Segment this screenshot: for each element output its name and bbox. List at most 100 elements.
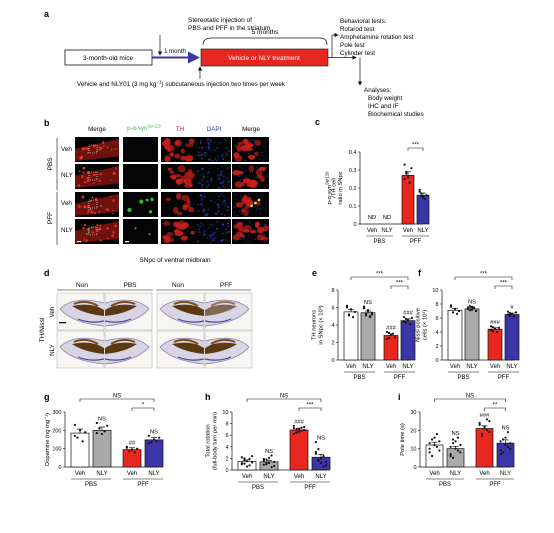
data-point — [483, 427, 486, 430]
data-point — [273, 464, 276, 468]
data-point — [489, 325, 493, 328]
panel-d-stain-label: TH/Nissl — [39, 317, 46, 342]
group-label: PFF — [137, 482, 149, 488]
start-label: 3-month-old mice — [83, 55, 134, 62]
brain-section — [204, 292, 253, 331]
category-label: NLY — [417, 228, 428, 234]
data-point — [451, 438, 455, 441]
data-point — [404, 317, 408, 320]
data-point — [347, 314, 351, 317]
micrograph-cell — [123, 164, 158, 189]
data-point — [155, 440, 158, 443]
data-point — [297, 427, 301, 430]
bar — [496, 442, 515, 468]
category-label: NLY — [500, 471, 511, 477]
data-point — [345, 306, 349, 309]
data-point — [364, 314, 368, 317]
analyses-item-2: IHC and IF — [368, 103, 399, 110]
injection-label-1: Stereotatic injection of — [188, 17, 252, 24]
data-point — [245, 465, 249, 468]
data-point — [319, 461, 323, 465]
data-point — [391, 332, 395, 335]
data-point — [410, 167, 413, 170]
behavior-item-2: Amphetamine rotation test — [340, 34, 414, 41]
significance-mark: ### — [403, 311, 413, 317]
data-point — [418, 190, 421, 193]
y-tick-label: 8 — [435, 302, 438, 308]
significance-label: ** — [493, 403, 498, 409]
significance-label: *** — [376, 272, 384, 278]
data-point — [73, 423, 76, 426]
category-label: Veh — [386, 364, 396, 370]
data-point — [405, 172, 408, 175]
significance-bracket — [79, 398, 155, 402]
one-month-label: 1 month — [164, 49, 186, 55]
data-point — [317, 448, 320, 451]
data-point — [435, 432, 439, 436]
data-point — [362, 307, 366, 310]
behavior-item-1: Rotarod test — [340, 26, 375, 33]
five-month-bracket — [202, 37, 328, 46]
category-label: Veh — [75, 471, 85, 477]
data-point — [468, 309, 472, 312]
data-point — [428, 451, 431, 454]
panel-letter: g — [44, 392, 50, 402]
micrograph-cell — [123, 137, 158, 162]
y-tick-label: 0 — [353, 222, 356, 228]
brain-section — [56, 292, 105, 331]
behavior-item-4: Cylinder test — [340, 50, 375, 57]
panel-b-row-4: NLY — [61, 227, 74, 234]
category-label: Veh — [403, 228, 413, 234]
data-point — [466, 307, 470, 310]
data-point — [405, 170, 408, 173]
y-axis-label: Dopamine (ng mg⁻¹) — [45, 413, 51, 466]
scale-bar — [125, 241, 129, 243]
data-point — [451, 311, 455, 314]
data-point — [485, 418, 489, 421]
significance-bracket — [350, 276, 409, 280]
category-label: NLY — [450, 471, 461, 477]
data-point — [402, 320, 406, 323]
analyses-item-1: Body weight — [368, 95, 403, 102]
data-point — [438, 440, 441, 443]
panel-b-row-3: Veh — [61, 200, 72, 207]
scale-bar — [59, 322, 66, 324]
panel-letter: h — [205, 392, 211, 402]
data-point — [273, 460, 276, 463]
panel-d-col-pbs: PBS — [123, 282, 137, 289]
group-label: PBS — [439, 482, 451, 488]
data-point — [133, 451, 136, 454]
data-point — [389, 333, 393, 336]
bar — [504, 314, 520, 361]
data-point — [402, 316, 406, 319]
data-point — [325, 460, 328, 463]
data-point — [345, 304, 349, 307]
drug-label: Vehicle and NLY01 (3 mg kg−1) subcutaneo… — [77, 80, 286, 89]
data-point — [430, 454, 434, 458]
data-point — [408, 323, 412, 326]
data-point — [418, 188, 421, 191]
brain-section — [156, 292, 205, 331]
group-label: PFF — [489, 482, 501, 488]
micrograph-cell — [161, 192, 196, 217]
brain-section — [104, 292, 153, 331]
category-label: NLY — [466, 364, 477, 370]
micrograph-cell — [196, 192, 231, 217]
bar — [92, 429, 112, 468]
micrograph-cell — [196, 137, 231, 162]
data-point — [449, 445, 452, 448]
category-label: NLY — [263, 474, 274, 480]
panel-a: a 3-month-old mice 1 month Stereotatic i… — [44, 9, 424, 118]
panel-b-row-1: Veh — [61, 146, 72, 153]
data-point — [480, 432, 484, 436]
data-point — [428, 447, 431, 450]
data-point — [317, 458, 320, 461]
data-point — [478, 423, 481, 426]
data-point — [488, 431, 491, 434]
data-point — [300, 429, 303, 432]
bar — [447, 309, 463, 361]
significance-label: NS — [113, 394, 121, 400]
data-point — [319, 457, 323, 460]
bar — [343, 311, 359, 361]
data-point — [509, 447, 512, 450]
